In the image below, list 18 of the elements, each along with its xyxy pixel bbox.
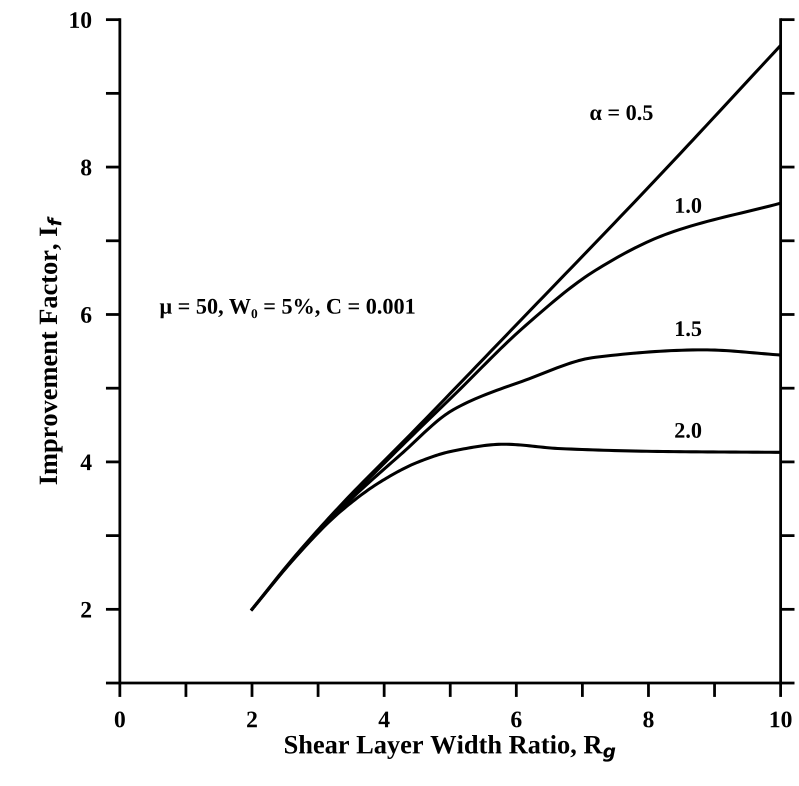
x-tick-label: 4 <box>378 712 390 728</box>
series-label: 1.5 <box>676 321 702 336</box>
annotation: μ = 50, W₀ = 5%, C = 0.001 <box>160 298 415 318</box>
x-tick-label: 2 <box>247 712 257 728</box>
series-label: 2.0 <box>675 422 702 438</box>
x-tick-label: 8 <box>643 711 654 728</box>
series-label: 1.0 <box>676 198 702 214</box>
y-axis-title: Improvement Factor, I$_{f}$ <box>40 216 63 484</box>
series-label: α = 0.5 <box>590 105 653 120</box>
y-tick-label: 6 <box>81 307 92 323</box>
y-tick-label: 10 <box>70 12 92 28</box>
x-tick-label: 6 <box>511 712 522 728</box>
x-tick-label: 0 <box>114 711 125 728</box>
x-axis-title: Shear Layer Width Ratio, R$_{g}$ <box>284 735 616 762</box>
y-tick-label: 8 <box>81 160 92 176</box>
y-tick-label: 4 <box>80 454 92 470</box>
x-tick-label: 10 <box>770 711 792 728</box>
y-tick-label: 2 <box>81 602 92 618</box>
